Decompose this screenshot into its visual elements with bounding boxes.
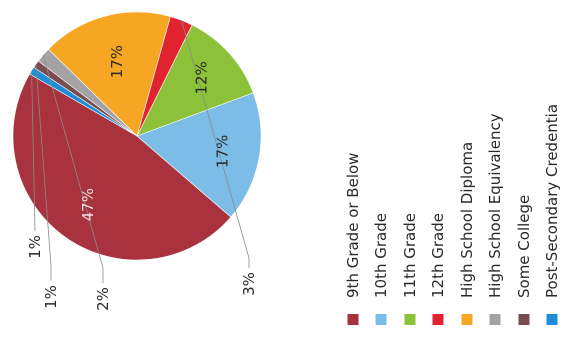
leader-line-post-secondary-credentia bbox=[31, 70, 36, 231]
legend-swatch-12th-grade bbox=[432, 314, 444, 325]
legend-swatch-high-school-diploma bbox=[461, 314, 473, 325]
legend-label-12th-grade: 12th Grade bbox=[429, 213, 447, 298]
slice-label-9th-grade-or-below: 47% bbox=[79, 188, 97, 221]
legend-item-high-school-equivalency: High School Equivalency bbox=[486, 113, 504, 325]
legend-item-9th-grade-or-below: 9th Grade or Below bbox=[344, 153, 362, 325]
legend-label-high-school-diploma: High School Diploma bbox=[458, 142, 476, 298]
leader-line-high-school-equivalency bbox=[42, 54, 104, 283]
slice-9th-grade-or-below bbox=[12, 73, 232, 261]
legend-swatch-some-college bbox=[518, 314, 530, 325]
legend-item-post-secondary-credentia: Post-Secondary Credentia bbox=[543, 104, 561, 325]
leader-lines bbox=[31, 20, 250, 283]
leader-line-12th-grade bbox=[181, 20, 250, 268]
legend-swatch-11th-grade bbox=[404, 314, 416, 325]
legend-swatch-10th-grade bbox=[375, 314, 387, 325]
legend-item-12th-grade: 12th Grade bbox=[429, 213, 447, 325]
slice-label-post-secondary-credentia: 1% bbox=[26, 235, 44, 259]
legend-label-9th-grade-or-below: 9th Grade or Below bbox=[344, 153, 362, 298]
legend-swatch-high-school-equivalency bbox=[489, 314, 501, 325]
slice-post-secondary-credentia bbox=[29, 66, 138, 137]
slice-label-some-college: 1% bbox=[42, 285, 60, 309]
legend-swatch-9th-grade-or-below bbox=[347, 314, 359, 325]
legend-label-high-school-equivalency: High School Equivalency bbox=[486, 113, 504, 298]
slice-10th-grade bbox=[136, 92, 262, 218]
legend-label-11th-grade: 11th Grade bbox=[401, 213, 419, 298]
legend-item-high-school-diploma: High School Diploma bbox=[458, 142, 476, 325]
legend-item-10th-grade: 10th Grade bbox=[372, 213, 390, 325]
leader-line-some-college bbox=[35, 64, 52, 281]
legend-swatch-post-secondary-credentia bbox=[546, 314, 558, 325]
slice-label-high-school-equivalency: 2% bbox=[94, 287, 112, 311]
slice-label-12th-grade: 3% bbox=[240, 272, 258, 296]
legend-label-10th-grade: 10th Grade bbox=[372, 213, 390, 298]
slice-label-high-school-diploma: 17% bbox=[108, 45, 126, 78]
slice-high-school-diploma bbox=[47, 11, 171, 137]
legend: 9th Grade or Below 10th Grade 11th Grade 12… bbox=[344, 104, 561, 325]
legend-label-post-secondary-credentia: Post-Secondary Credentia bbox=[543, 104, 561, 298]
legend-item-11th-grade: 11th Grade bbox=[401, 213, 419, 325]
legend-label-some-college: Some College bbox=[515, 195, 533, 298]
slice-label-10th-grade: 17% bbox=[213, 135, 231, 168]
pie-slices bbox=[12, 11, 262, 261]
slice-labels: 47% 17% 12% 3% 17% 2% 1% 1% bbox=[26, 45, 258, 311]
legend-item-some-college: Some College bbox=[515, 195, 533, 325]
slice-label-11th-grade: 12% bbox=[193, 61, 211, 94]
slice-11th-grade bbox=[136, 24, 254, 137]
